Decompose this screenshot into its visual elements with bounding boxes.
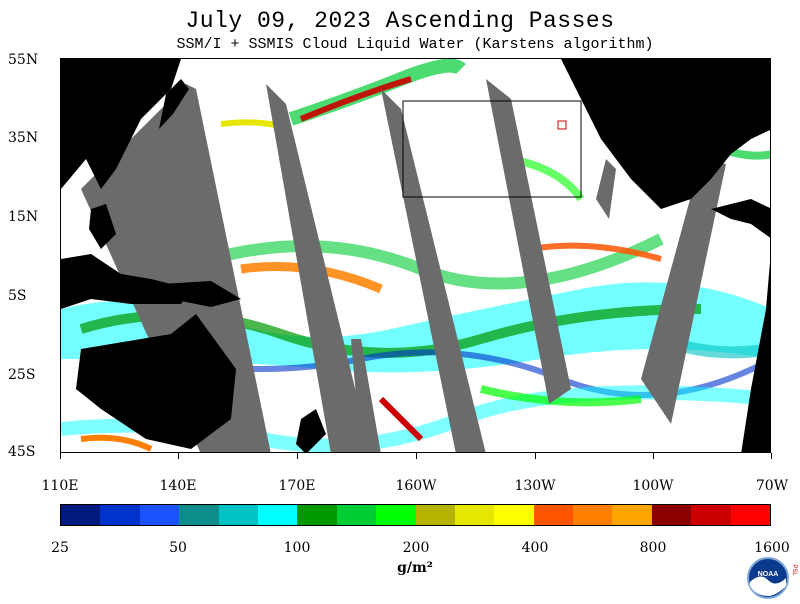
axis-tick [296, 453, 298, 459]
lon-label-170e: 170E [278, 478, 316, 494]
land-asia [61, 59, 181, 189]
lat-label-5s: 5S [8, 288, 27, 304]
colorbar-unit: g/m² [397, 560, 433, 576]
map-title: July 09, 2023 Ascending Passes [185, 8, 615, 34]
axis-tick [415, 453, 417, 459]
colorbar-label-400: 400 [521, 540, 549, 556]
lon-label-160w: 160W [395, 478, 437, 494]
axis-tick [59, 453, 61, 459]
colorbar-label-1600: 1600 [754, 540, 790, 556]
land-philippines [89, 204, 116, 249]
land-south-america [741, 262, 770, 452]
gap-swath-3 [381, 89, 486, 452]
gap-swath-2 [266, 84, 371, 452]
analysis-region-box [402, 100, 582, 198]
noaa-logo-text: NOAA [758, 571, 779, 578]
highlight-marker [557, 120, 567, 130]
colorbar-swatch [691, 505, 731, 525]
colorbar-label-100: 100 [283, 540, 311, 556]
colorbar-swatch [533, 505, 574, 525]
lon-label-140e: 140E [159, 478, 197, 494]
axis-tick [652, 453, 654, 459]
colorbar-swatch [573, 505, 613, 525]
colorbar-swatch [612, 505, 652, 525]
colorbar-swatch [257, 505, 298, 525]
satellite-gap-layer [81, 79, 770, 452]
axis-tick [177, 453, 179, 459]
lat-label-15n: 15N [8, 209, 39, 225]
lon-label-70w: 70W [755, 478, 789, 494]
colorbar-label-25: 25 [51, 540, 69, 556]
gap-swath-8 [351, 339, 381, 452]
axis-tick [534, 453, 536, 459]
colorbar-swatch [100, 505, 140, 525]
colorbar-swatch [336, 505, 377, 525]
land-layer [61, 59, 770, 452]
noaa-logo-icon: NOAA PSL [746, 556, 800, 600]
cloud-liquid-water-map [60, 58, 771, 453]
lon-label-110e: 110E [41, 478, 79, 494]
land-borneo-indonesia [61, 254, 191, 309]
gap-swath-7 [596, 159, 616, 219]
lon-label-130w: 130W [514, 478, 556, 494]
colorbar-label-50: 50 [169, 540, 187, 556]
gap-swath-5 [641, 159, 726, 424]
colorbar-swatch [376, 505, 416, 525]
land-new-zealand [296, 409, 326, 452]
colorbar-swatch [651, 505, 692, 525]
colorbar-swatch [494, 505, 534, 525]
psl-logo-text: PSL [791, 564, 797, 576]
lat-label-45s: 45S [8, 444, 36, 460]
map-subtitle: SSM/I + SSMIS Cloud Liquid Water (Karste… [176, 36, 654, 53]
gap-swath-4 [486, 79, 571, 404]
colorbar-label-200: 200 [402, 540, 430, 556]
colorbar-label-800: 800 [639, 540, 667, 556]
land-japan [159, 79, 189, 129]
colorbar [60, 504, 771, 526]
land-north-america [561, 59, 770, 209]
colorbar-swatch [61, 505, 101, 525]
colorbar-swatch [454, 505, 495, 525]
lat-label-25s: 25S [8, 367, 36, 383]
lon-label-100w: 100W [632, 478, 674, 494]
colorbar-swatch [730, 505, 771, 525]
lat-label-35n: 35N [8, 130, 39, 146]
map-canvas [61, 59, 770, 452]
land-central-america [711, 199, 770, 238]
lat-label-55n: 55N [8, 52, 39, 68]
colorbar-swatch [415, 505, 455, 525]
colorbar-swatch [297, 505, 337, 525]
land-australia [76, 314, 236, 449]
land-new-guinea [161, 281, 241, 307]
colorbar-swatch [218, 505, 258, 525]
colorbar-swatch [139, 505, 180, 525]
colorbar-swatch [179, 505, 219, 525]
axis-tick [770, 453, 772, 459]
